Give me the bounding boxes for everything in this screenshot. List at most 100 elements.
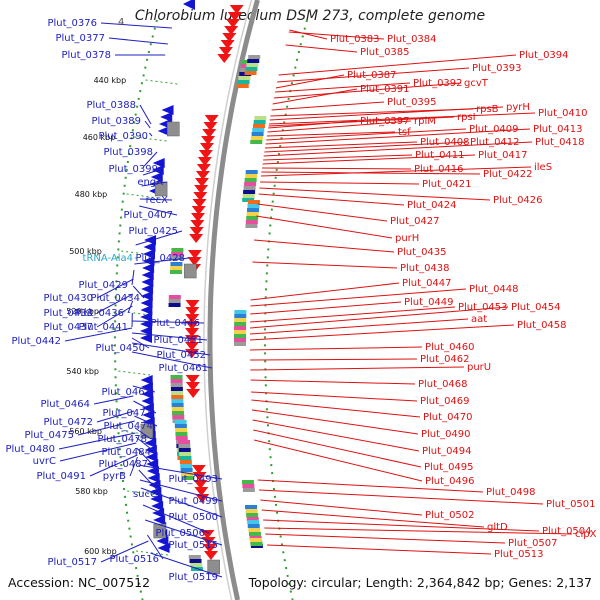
right-gene-label[interactable]: Plut_0469 (420, 396, 470, 407)
left-gene-label[interactable]: sucC (133, 489, 157, 500)
right-gene-label[interactable]: Plut_0513 (494, 549, 544, 560)
right-gene-label[interactable]: Plut_0426 (493, 195, 543, 206)
left-gene-label[interactable]: Plut_0388 (86, 100, 136, 111)
left-gene-label[interactable]: Plut_0436 (74, 308, 124, 319)
left-gene-label[interactable]: Plut_0434 (90, 293, 140, 304)
right-gene-label[interactable]: Plut_0438 (400, 263, 450, 274)
right-gene-label[interactable]: Plut_0417 (478, 150, 528, 161)
right-gene-label[interactable]: Plut_0383 (330, 34, 380, 45)
right-gene-label[interactable]: purU (467, 362, 491, 373)
left-gene-label[interactable]: Plut_0461 (158, 363, 208, 374)
right-gene-label[interactable]: Plut_0454 (511, 302, 561, 313)
left-gene-label[interactable]: Plut_0487 (98, 459, 148, 470)
right-gene-label[interactable]: Plut_0413 (533, 124, 583, 135)
right-gene-label[interactable]: Plut_0422 (483, 169, 533, 180)
left-gene-label[interactable]: Plut_0442 (11, 336, 61, 347)
right-gene-label[interactable]: Plut_0468 (418, 379, 468, 390)
left-gene-label[interactable]: Plut_0480 (5, 444, 55, 455)
right-gene-label[interactable]: clpX (575, 529, 597, 540)
left-gene-label[interactable]: Plut_0506 (155, 528, 205, 539)
left-gene-label[interactable]: Plut_0515 (168, 540, 218, 551)
right-gene-label[interactable]: Plut_0416 (414, 164, 464, 175)
right-gene-label[interactable]: Plut_0394 (519, 50, 569, 61)
right-gene-label[interactable]: purH (395, 233, 419, 244)
right-gene-label[interactable]: Plut_0502 (425, 510, 475, 521)
right-gene-label[interactable]: Plut_0449 (404, 297, 454, 308)
left-gene-label[interactable]: Plut_0491 (36, 471, 86, 482)
left-gene-label[interactable]: Plut_0500 (168, 512, 218, 523)
right-gene-label[interactable]: Plut_0393 (472, 63, 522, 74)
left-gene-label[interactable]: Plut_0428 (135, 253, 185, 264)
right-gene-label[interactable]: Plut_0411 (415, 150, 465, 161)
right-gene-label[interactable]: Plut_0391 (360, 84, 410, 95)
left-gene-label[interactable]: Plut_0377 (55, 33, 105, 44)
right-gene-label[interactable]: Plut_0496 (425, 476, 475, 487)
left-gene-label[interactable]: Plut_0399 (108, 164, 158, 175)
right-gene-label[interactable]: Plut_0435 (397, 247, 447, 258)
right-gene-label[interactable]: Plut_0395 (387, 97, 437, 108)
right-gene-label[interactable]: Plut_0424 (407, 200, 457, 211)
left-gene-label[interactable]: Plut_0437 (43, 322, 93, 333)
left-gene-label[interactable]: Plut_0390 (98, 131, 148, 142)
right-gene-label[interactable]: Plut_0507 (508, 538, 558, 549)
right-gene-label[interactable]: Plut_0427 (390, 216, 440, 227)
right-gene-label[interactable]: Plut_0447 (402, 278, 452, 289)
right-gene-label[interactable]: gcvT (464, 78, 489, 89)
left-gene-label[interactable]: Plut_0516 (109, 554, 159, 565)
right-gene-label[interactable]: Plut_0387 (347, 70, 397, 81)
right-gene-label[interactable]: Plut_0453 (458, 302, 508, 313)
left-gene-label[interactable]: Plut_0407 (123, 210, 173, 221)
right-gene-label[interactable]: rpsB (476, 104, 499, 115)
left-gene-label[interactable]: Plut_0517 (47, 557, 97, 568)
left-gene-label[interactable]: Plut_0425 (128, 226, 178, 237)
right-gene-label[interactable]: rplM (414, 116, 436, 127)
left-gene-label[interactable]: engA (137, 177, 163, 188)
right-gene-label[interactable]: Plut_0494 (422, 446, 472, 457)
right-gene-label[interactable]: Plut_0392 (413, 78, 463, 89)
left-gene-label[interactable]: Plut_0378 (61, 50, 111, 61)
right-gene-label[interactable]: Plut_0495 (424, 462, 474, 473)
left-gene-label[interactable]: Plut_0398 (103, 147, 153, 158)
left-gene-label[interactable]: Plut_0451 (153, 335, 203, 346)
right-gene-label[interactable]: Plut_0504 (542, 526, 592, 537)
right-gene-label[interactable]: pyrH (506, 102, 530, 113)
left-gene-label[interactable]: Plut_0450 (95, 343, 145, 354)
left-gene-label[interactable]: Plut_0464 (40, 399, 90, 410)
gene-labels[interactable]: Plut_0376 4 Plut_0377 Plut_0378 Plut_0388 Plu… (5, 17, 596, 583)
left-gene-label[interactable]: 4 (118, 17, 124, 28)
left-gene-label[interactable]: Plut_0463 (101, 387, 151, 398)
left-gene-label[interactable]: uvrC (33, 456, 56, 467)
right-gene-label[interactable]: Plut_0470 (423, 412, 473, 423)
right-gene-label[interactable]: aat (471, 314, 487, 325)
right-gene-label[interactable]: Plut_0385 (360, 47, 410, 58)
left-gene-label[interactable]: tRNA-Ala4 (83, 253, 133, 264)
left-gene-label[interactable]: Plut_0475 (24, 430, 74, 441)
right-gene-label[interactable]: rpsI (457, 112, 476, 123)
left-gene-label[interactable]: Plut_0519 (168, 572, 218, 583)
right-gene-label[interactable]: Plut_0498 (486, 487, 536, 498)
right-gene-label[interactable]: Plut_0412 (470, 137, 520, 148)
left-gene-label[interactable]: pyrB (103, 471, 126, 482)
right-gene-label[interactable]: Plut_0418 (535, 137, 585, 148)
left-gene-label[interactable]: Plut_0430 (43, 293, 93, 304)
left-gene-label[interactable]: Plut_0452 (156, 350, 206, 361)
left-gene-label[interactable]: Plut_0376 (47, 18, 97, 29)
left-gene-label[interactable]: Plut_0484 (101, 447, 151, 458)
right-gene-label[interactable]: Plut_0409 (469, 124, 519, 135)
right-gene-label[interactable]: gltD (487, 522, 508, 533)
right-gene-label[interactable]: Plut_0421 (422, 179, 472, 190)
left-gene-label[interactable]: Plut_0446 (150, 318, 200, 329)
left-gene-label[interactable]: Plut_0389 (91, 116, 141, 127)
left-gene-label[interactable]: Plut_0474 (103, 421, 153, 432)
right-gene-label[interactable]: Plut_0501 (546, 499, 596, 510)
right-gene-label[interactable]: Plut_0462 (420, 354, 470, 365)
left-gene-label[interactable]: Plut_0471 (102, 408, 152, 419)
right-gene-label[interactable]: Plut_0490 (421, 429, 471, 440)
left-gene-label[interactable]: Plut_0441 (78, 322, 128, 333)
right-gene-label[interactable]: Plut_0397 (360, 116, 410, 127)
right-gene-label[interactable]: Plut_0410 (538, 108, 588, 119)
left-gene-label[interactable]: Plut_0493 (168, 474, 218, 485)
right-gene-label[interactable]: ileS (534, 162, 552, 173)
right-gene-label[interactable]: Plut_0408 (420, 137, 470, 148)
left-gene-label[interactable]: Plut_0429 (78, 280, 128, 291)
